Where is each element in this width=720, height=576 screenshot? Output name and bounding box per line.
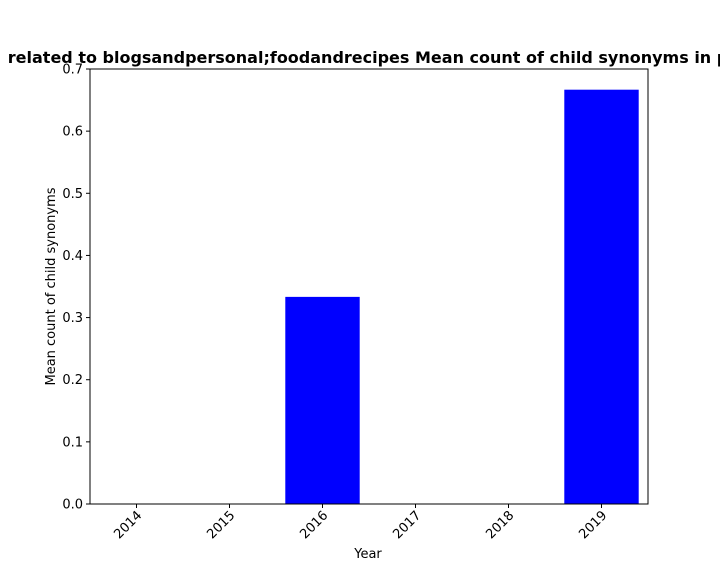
chart-title: related to blogsandpersonal;foodandrecip… — [8, 48, 720, 67]
y-tick-label: 0.6 — [62, 125, 83, 140]
x-tick-label: 2018 — [483, 508, 517, 542]
y-axis-label: Mean count of child synonyms — [44, 187, 59, 385]
x-tick-label: 2019 — [576, 508, 610, 542]
bars-layer — [285, 89, 639, 504]
y-tick-label: 0.0 — [62, 498, 83, 513]
y-axis: 0.0 0.1 0.2 0.3 0.4 0.5 0.6 0.7 — [62, 63, 90, 513]
bar-2019 — [564, 89, 639, 504]
x-tick-label: 2015 — [204, 508, 238, 542]
y-tick-label: 0.7 — [62, 63, 83, 78]
y-tick-label: 0.5 — [62, 187, 83, 202]
x-tick-label: 2017 — [390, 508, 424, 542]
y-tick-label: 0.4 — [62, 249, 83, 264]
y-tick-label: 0.2 — [62, 373, 83, 388]
plot-frame — [89, 68, 649, 505]
x-tick-label: 2014 — [111, 508, 145, 542]
x-axis: 2014 2015 2016 2017 2018 2019 — [111, 504, 610, 542]
y-tick-label: 0.1 — [62, 435, 83, 450]
x-tick-label: 2016 — [297, 508, 331, 542]
x-axis-label: Year — [353, 547, 382, 562]
bar-2016 — [285, 296, 360, 504]
y-tick-label: 0.3 — [62, 311, 83, 326]
